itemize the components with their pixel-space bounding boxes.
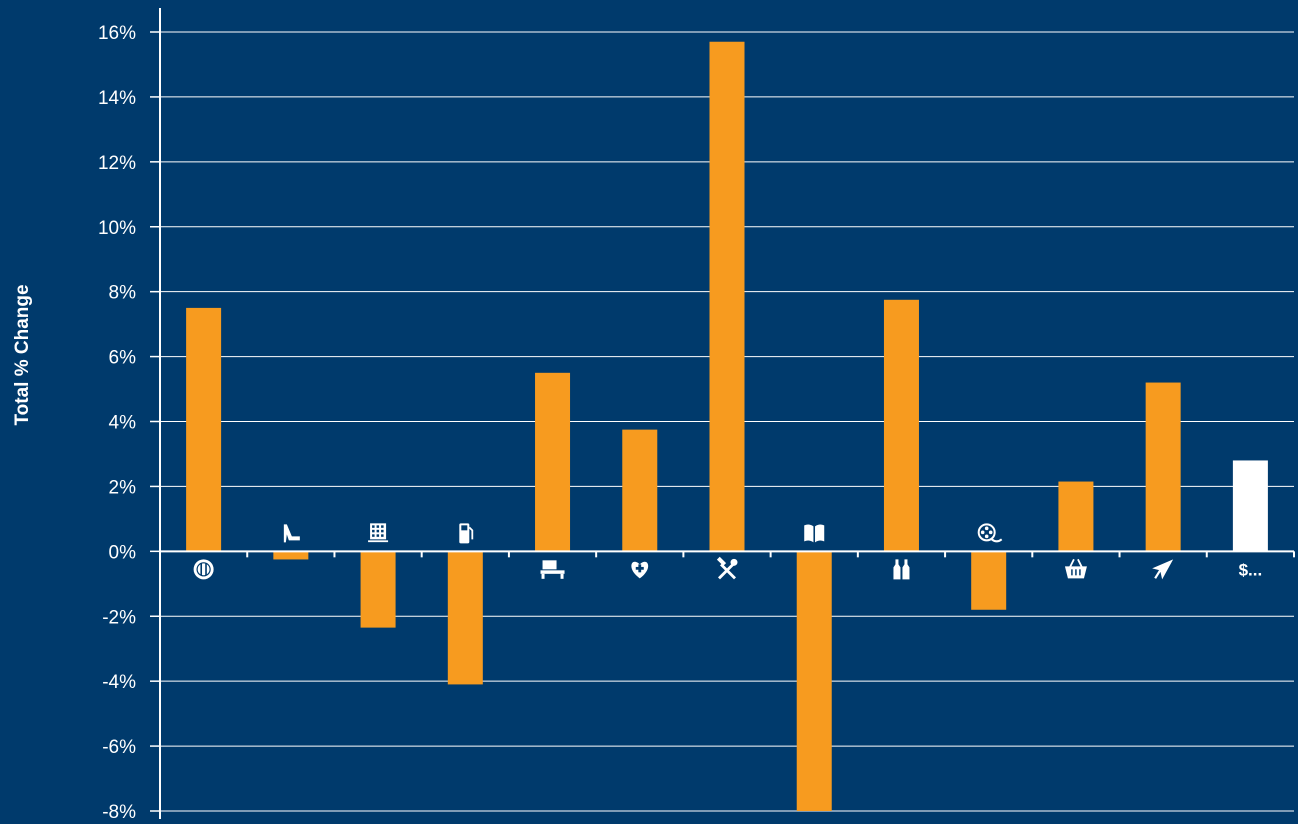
category-icons: $... — [193, 523, 1263, 580]
furniture-icon — [540, 560, 565, 579]
y-tick-label: -2% — [102, 607, 136, 628]
film-reel-icon — [977, 523, 1003, 543]
tools-icon — [716, 556, 738, 580]
y-tick-label: 0% — [109, 542, 137, 563]
y-axis-title: Total % Change — [12, 284, 33, 425]
department-store-icon — [368, 523, 389, 543]
health-icon — [631, 561, 649, 579]
bars — [186, 41, 1268, 811]
axes — [159, 8, 1295, 819]
bar — [622, 429, 658, 552]
grocery-basket-icon — [1064, 558, 1087, 579]
y-tick-label: 8% — [109, 283, 137, 304]
y-tick-label: 10% — [98, 218, 136, 239]
fuel-pump-icon — [459, 523, 474, 544]
bar — [360, 551, 396, 628]
book-icon — [804, 524, 825, 543]
bar — [447, 551, 483, 685]
bar — [971, 551, 1007, 610]
bar — [1058, 481, 1094, 552]
y-tick-label: -8% — [102, 802, 136, 819]
high-heel-icon — [283, 524, 300, 543]
y-tick-label: 6% — [109, 348, 137, 369]
y-tick-label: -6% — [102, 737, 136, 758]
bar — [535, 372, 571, 552]
bar — [273, 551, 309, 560]
y-tick-label: 16% — [98, 23, 136, 44]
y-tick-label: 4% — [109, 413, 137, 434]
y-tick-label: 14% — [98, 88, 136, 109]
dining-icon — [193, 559, 214, 580]
bar — [1232, 460, 1268, 552]
y-tick-label: -4% — [102, 672, 136, 693]
bar — [796, 551, 832, 811]
bar — [1145, 382, 1181, 552]
y-tick-label: 2% — [109, 477, 137, 498]
category-label: $... — [1239, 560, 1263, 579]
bar — [709, 41, 745, 552]
bar — [883, 299, 919, 552]
y-tick-label: 12% — [98, 153, 136, 174]
airplane-icon — [1152, 559, 1174, 580]
wine-bottles-icon — [893, 559, 910, 580]
bar — [186, 307, 222, 552]
y-tick-labels: -8% -6% -4% -2% 0% 2% 4% 6% 8% 10% 12% 14% 16% — [98, 23, 160, 823]
